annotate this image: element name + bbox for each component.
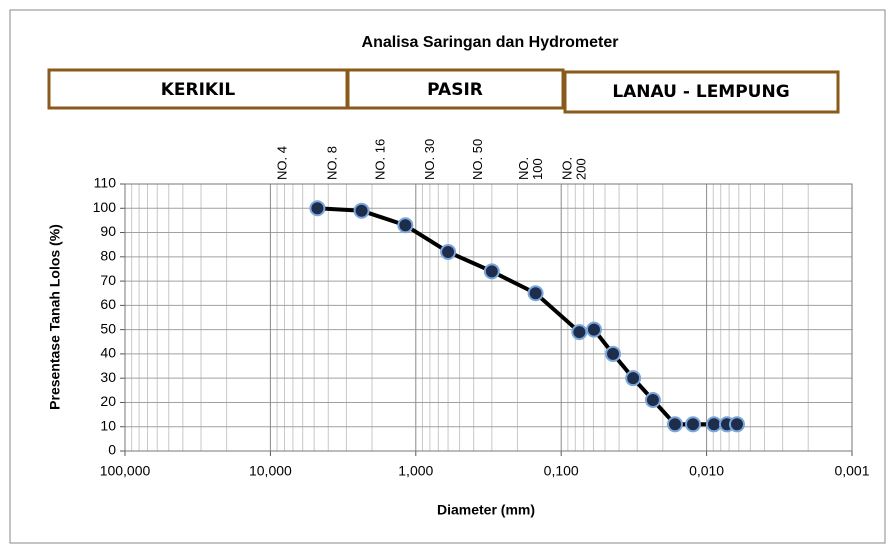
y-tick-label: 20 [100,393,116,409]
data-point [625,370,642,387]
x-tick-label: 0,010 [689,463,724,479]
y-tick-label: 60 [100,296,116,312]
sieve-label: NO. 8 [325,146,340,180]
band-box [563,70,840,114]
plot-border [124,183,853,452]
data-point [483,263,500,280]
x-tick-label: 0,001 [834,463,869,479]
y-axis-label: Presentase Tanah Lolos (%) [47,224,63,410]
y-tick-label: 50 [100,320,116,336]
data-point [585,321,602,338]
x-tick-label: 1,000 [398,463,433,479]
sieve-label: NO. 16 [372,139,387,180]
y-tick-label: 80 [100,248,116,264]
data-point [644,392,661,409]
x-tick-label: 0,100 [544,463,579,479]
sieve-label: NO. [516,157,531,180]
x-tick-label: 100,000 [100,463,151,479]
data-point [440,243,457,260]
data-point [353,202,370,219]
data-point [527,285,544,302]
y-tick-label: 30 [100,369,116,385]
data-point [705,416,722,433]
band-label: PASIR [427,80,483,100]
band-box [346,68,565,110]
y-tick-label: 100 [93,199,117,215]
y-tick-label: 70 [100,272,116,288]
sieve-label: NO. [560,157,575,180]
data-point [728,416,745,433]
data-point [666,416,683,433]
y-tick-label: 110 [94,175,117,191]
y-tick-label: 0 [108,442,116,458]
band-label: LANAU - LEMPUNG [612,82,789,102]
data-point [309,200,326,217]
y-tick-label: 40 [100,345,116,361]
x-axis-label: Diameter (mm) [437,502,535,518]
chart-title: Analisa Saringan dan Hydrometer [362,34,619,51]
y-tick-label: 10 [100,417,116,433]
sieve-label: NO. 30 [422,139,437,180]
y-tick-label: 90 [100,223,116,239]
data-point [605,345,622,362]
data-point [685,416,702,433]
band-label: KERIKIL [161,80,236,100]
sieve-label: 200 [574,158,589,180]
data-line [317,206,737,427]
sieve-label: 100 [530,158,545,180]
data-point [571,324,588,341]
x-tick-label: 10,000 [249,463,292,479]
data-point [397,217,414,234]
sieve-label: NO. 4 [274,146,289,180]
sieve-label: NO. 50 [470,139,485,180]
